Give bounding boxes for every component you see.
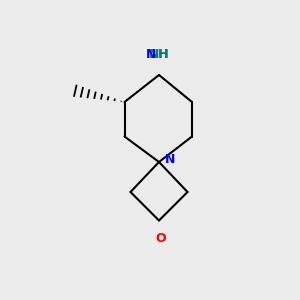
Text: NH: NH bbox=[148, 49, 170, 62]
Text: O: O bbox=[155, 232, 166, 245]
Text: H: H bbox=[158, 49, 168, 62]
Text: N: N bbox=[146, 49, 156, 62]
Text: N: N bbox=[165, 153, 176, 166]
